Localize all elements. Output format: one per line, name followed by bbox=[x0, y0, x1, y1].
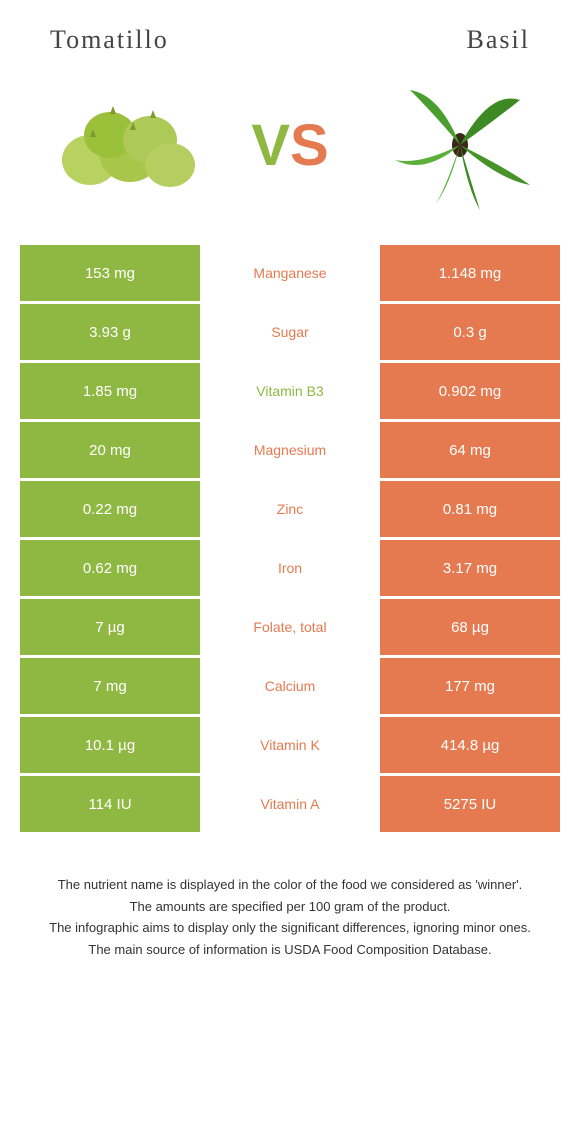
nutrient-row: 7 mgCalcium177 mg bbox=[20, 658, 560, 714]
right-value: 0.902 mg bbox=[380, 363, 560, 419]
left-value: 7 mg bbox=[20, 658, 200, 714]
left-value: 3.93 g bbox=[20, 304, 200, 360]
right-value: 1.148 mg bbox=[380, 245, 560, 301]
left-value: 153 mg bbox=[20, 245, 200, 301]
right-value: 0.81 mg bbox=[380, 481, 560, 537]
footer-line-3: The infographic aims to display only the… bbox=[30, 918, 550, 938]
tomatillo-image bbox=[40, 75, 200, 215]
nutrient-table: 153 mgManganese1.148 mg3.93 gSugar0.3 g1… bbox=[0, 245, 580, 832]
vs-s: S bbox=[290, 113, 329, 178]
vs-v: V bbox=[251, 113, 290, 178]
nutrient-row: 10.1 µgVitamin K414.8 µg bbox=[20, 717, 560, 773]
left-value: 1.85 mg bbox=[20, 363, 200, 419]
right-food-title: Basil bbox=[467, 25, 530, 55]
left-value: 0.22 mg bbox=[20, 481, 200, 537]
footer-line-4: The main source of information is USDA F… bbox=[30, 940, 550, 960]
left-food-title: Tomatillo bbox=[50, 25, 169, 55]
right-value: 0.3 g bbox=[380, 304, 560, 360]
basil-image bbox=[380, 75, 540, 215]
left-value: 114 IU bbox=[20, 776, 200, 832]
nutrient-label: Vitamin B3 bbox=[200, 363, 380, 419]
nutrient-label: Manganese bbox=[200, 245, 380, 301]
nutrient-row: 114 IUVitamin A5275 IU bbox=[20, 776, 560, 832]
hero-row: VS bbox=[0, 65, 580, 245]
left-value: 0.62 mg bbox=[20, 540, 200, 596]
nutrient-label: Magnesium bbox=[200, 422, 380, 478]
nutrient-label: Sugar bbox=[200, 304, 380, 360]
nutrient-label: Folate, total bbox=[200, 599, 380, 655]
right-value: 5275 IU bbox=[380, 776, 560, 832]
nutrient-label: Vitamin A bbox=[200, 776, 380, 832]
nutrient-row: 20 mgMagnesium64 mg bbox=[20, 422, 560, 478]
nutrient-row: 7 µgFolate, total68 µg bbox=[20, 599, 560, 655]
nutrient-row: 0.62 mgIron3.17 mg bbox=[20, 540, 560, 596]
nutrient-label: Iron bbox=[200, 540, 380, 596]
nutrient-row: 3.93 gSugar0.3 g bbox=[20, 304, 560, 360]
left-value: 10.1 µg bbox=[20, 717, 200, 773]
footer-line-2: The amounts are specified per 100 gram o… bbox=[30, 897, 550, 917]
nutrient-row: 0.22 mgZinc0.81 mg bbox=[20, 481, 560, 537]
right-value: 177 mg bbox=[380, 658, 560, 714]
vs-text: VS bbox=[251, 112, 328, 179]
right-value: 64 mg bbox=[380, 422, 560, 478]
nutrient-label: Vitamin K bbox=[200, 717, 380, 773]
nutrient-label: Calcium bbox=[200, 658, 380, 714]
footer-line-1: The nutrient name is displayed in the co… bbox=[30, 875, 550, 895]
right-value: 414.8 µg bbox=[380, 717, 560, 773]
footer-notes: The nutrient name is displayed in the co… bbox=[0, 835, 580, 991]
nutrient-label: Zinc bbox=[200, 481, 380, 537]
nutrient-row: 153 mgManganese1.148 mg bbox=[20, 245, 560, 301]
left-value: 7 µg bbox=[20, 599, 200, 655]
right-value: 3.17 mg bbox=[380, 540, 560, 596]
header: Tomatillo Basil bbox=[0, 0, 580, 65]
right-value: 68 µg bbox=[380, 599, 560, 655]
nutrient-row: 1.85 mgVitamin B30.902 mg bbox=[20, 363, 560, 419]
left-value: 20 mg bbox=[20, 422, 200, 478]
